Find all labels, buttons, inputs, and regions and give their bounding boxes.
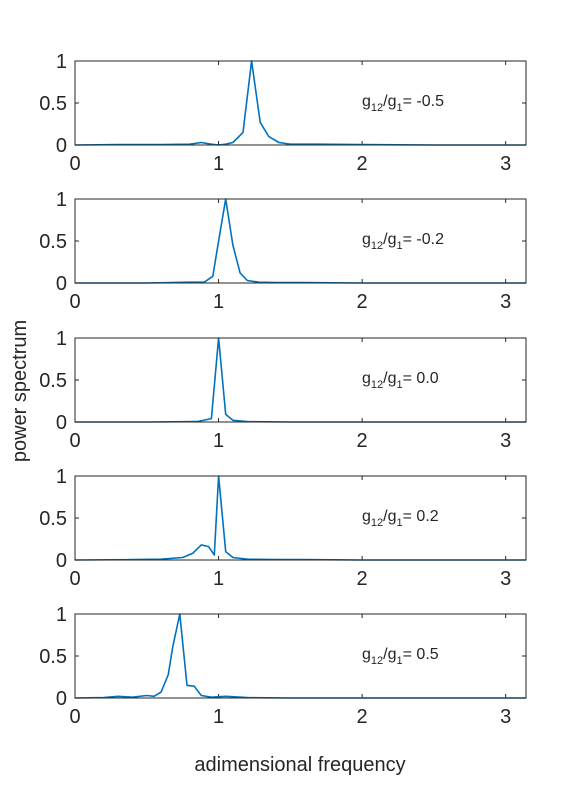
- ratio-annotation: g12/g1= 0.5: [362, 646, 439, 667]
- annotation-subscript-1: 1: [397, 102, 403, 114]
- x-tick-label: 0: [69, 706, 80, 728]
- y-tick-label: 0: [56, 688, 67, 710]
- annotation-slash-g: /g: [383, 508, 396, 525]
- axes-box: [74, 198, 527, 284]
- y-tick-label: 0.5: [39, 93, 67, 115]
- y-axis-label: power spectrum: [9, 320, 31, 462]
- y-tick-label: 0.5: [39, 646, 67, 668]
- x-tick-label: 1: [213, 568, 224, 590]
- y-tick-label: 0: [56, 412, 67, 434]
- plot-area: [75, 338, 526, 422]
- y-tick-label: 1: [56, 604, 67, 626]
- y-tick-label: 0.5: [39, 508, 67, 530]
- y-tick-label: 0.5: [39, 370, 67, 392]
- x-tick-label: 2: [357, 568, 368, 590]
- plot-area: [75, 476, 526, 560]
- x-tick-label: 1: [213, 706, 224, 728]
- x-axis-label: adimensional frequency: [194, 754, 405, 776]
- x-tick-label: 0: [69, 291, 80, 313]
- annotation-value: = 0.0: [403, 370, 439, 387]
- annotation-g: g: [362, 508, 371, 525]
- annotation-g: g: [362, 93, 371, 110]
- annotation-value: = 0.2: [403, 508, 439, 525]
- ratio-annotation: g12/g1= 0.2: [362, 508, 439, 529]
- plot-area: [75, 199, 526, 283]
- y-tick-label: 0: [56, 550, 67, 572]
- axes-box: [74, 60, 527, 146]
- annotation-subscript-12: 12: [371, 240, 383, 252]
- x-tick-label: 2: [357, 430, 368, 452]
- plot-area: [75, 614, 526, 698]
- ratio-annotation: g12/g1= 0.0: [362, 370, 439, 391]
- annotation-g: g: [362, 370, 371, 387]
- x-tick-label: 1: [213, 430, 224, 452]
- annotation-value: = -0.2: [403, 231, 444, 248]
- annotation-subscript-1: 1: [397, 240, 403, 252]
- x-tick-label: 3: [500, 291, 511, 313]
- x-tick-label: 2: [357, 153, 368, 175]
- axes-box: [74, 337, 527, 423]
- y-tick-label: 0: [56, 135, 67, 157]
- annotation-subscript-12: 12: [371, 655, 383, 667]
- ratio-annotation: g12/g1= -0.5: [362, 93, 444, 114]
- x-tick-label: 0: [69, 153, 80, 175]
- y-tick-label: 0.5: [39, 231, 67, 253]
- x-tick-label: 0: [69, 568, 80, 590]
- annotation-subscript-12: 12: [371, 517, 383, 529]
- plot-area: [75, 61, 526, 145]
- y-tick-label: 1: [56, 189, 67, 211]
- annotation-subscript-1: 1: [397, 655, 403, 667]
- annotation-g: g: [362, 231, 371, 248]
- x-tick-label: 3: [500, 706, 511, 728]
- x-tick-label: 0: [69, 430, 80, 452]
- annotation-subscript-1: 1: [397, 517, 403, 529]
- annotation-subscript-12: 12: [371, 102, 383, 114]
- annotation-g: g: [362, 646, 371, 663]
- annotation-value: = 0.5: [403, 646, 439, 663]
- annotation-slash-g: /g: [383, 93, 396, 110]
- x-tick-label: 3: [500, 430, 511, 452]
- x-tick-label: 1: [213, 153, 224, 175]
- axes-box: [74, 613, 527, 699]
- axes-box: [74, 475, 527, 561]
- x-tick-label: 2: [357, 291, 368, 313]
- x-tick-label: 2: [357, 706, 368, 728]
- annotation-slash-g: /g: [383, 231, 396, 248]
- y-tick-label: 0: [56, 273, 67, 295]
- annotation-slash-g: /g: [383, 370, 396, 387]
- annotation-subscript-1: 1: [397, 379, 403, 391]
- x-tick-label: 3: [500, 568, 511, 590]
- annotation-slash-g: /g: [383, 646, 396, 663]
- y-tick-label: 1: [56, 466, 67, 488]
- x-tick-label: 1: [213, 291, 224, 313]
- y-tick-label: 1: [56, 328, 67, 350]
- y-tick-label: 1: [56, 51, 67, 73]
- x-tick-label: 3: [500, 153, 511, 175]
- ratio-annotation: g12/g1= -0.2: [362, 231, 444, 252]
- spectrum-line: [74, 60, 526, 146]
- annotation-subscript-12: 12: [371, 379, 383, 391]
- annotation-value: = -0.5: [403, 93, 444, 110]
